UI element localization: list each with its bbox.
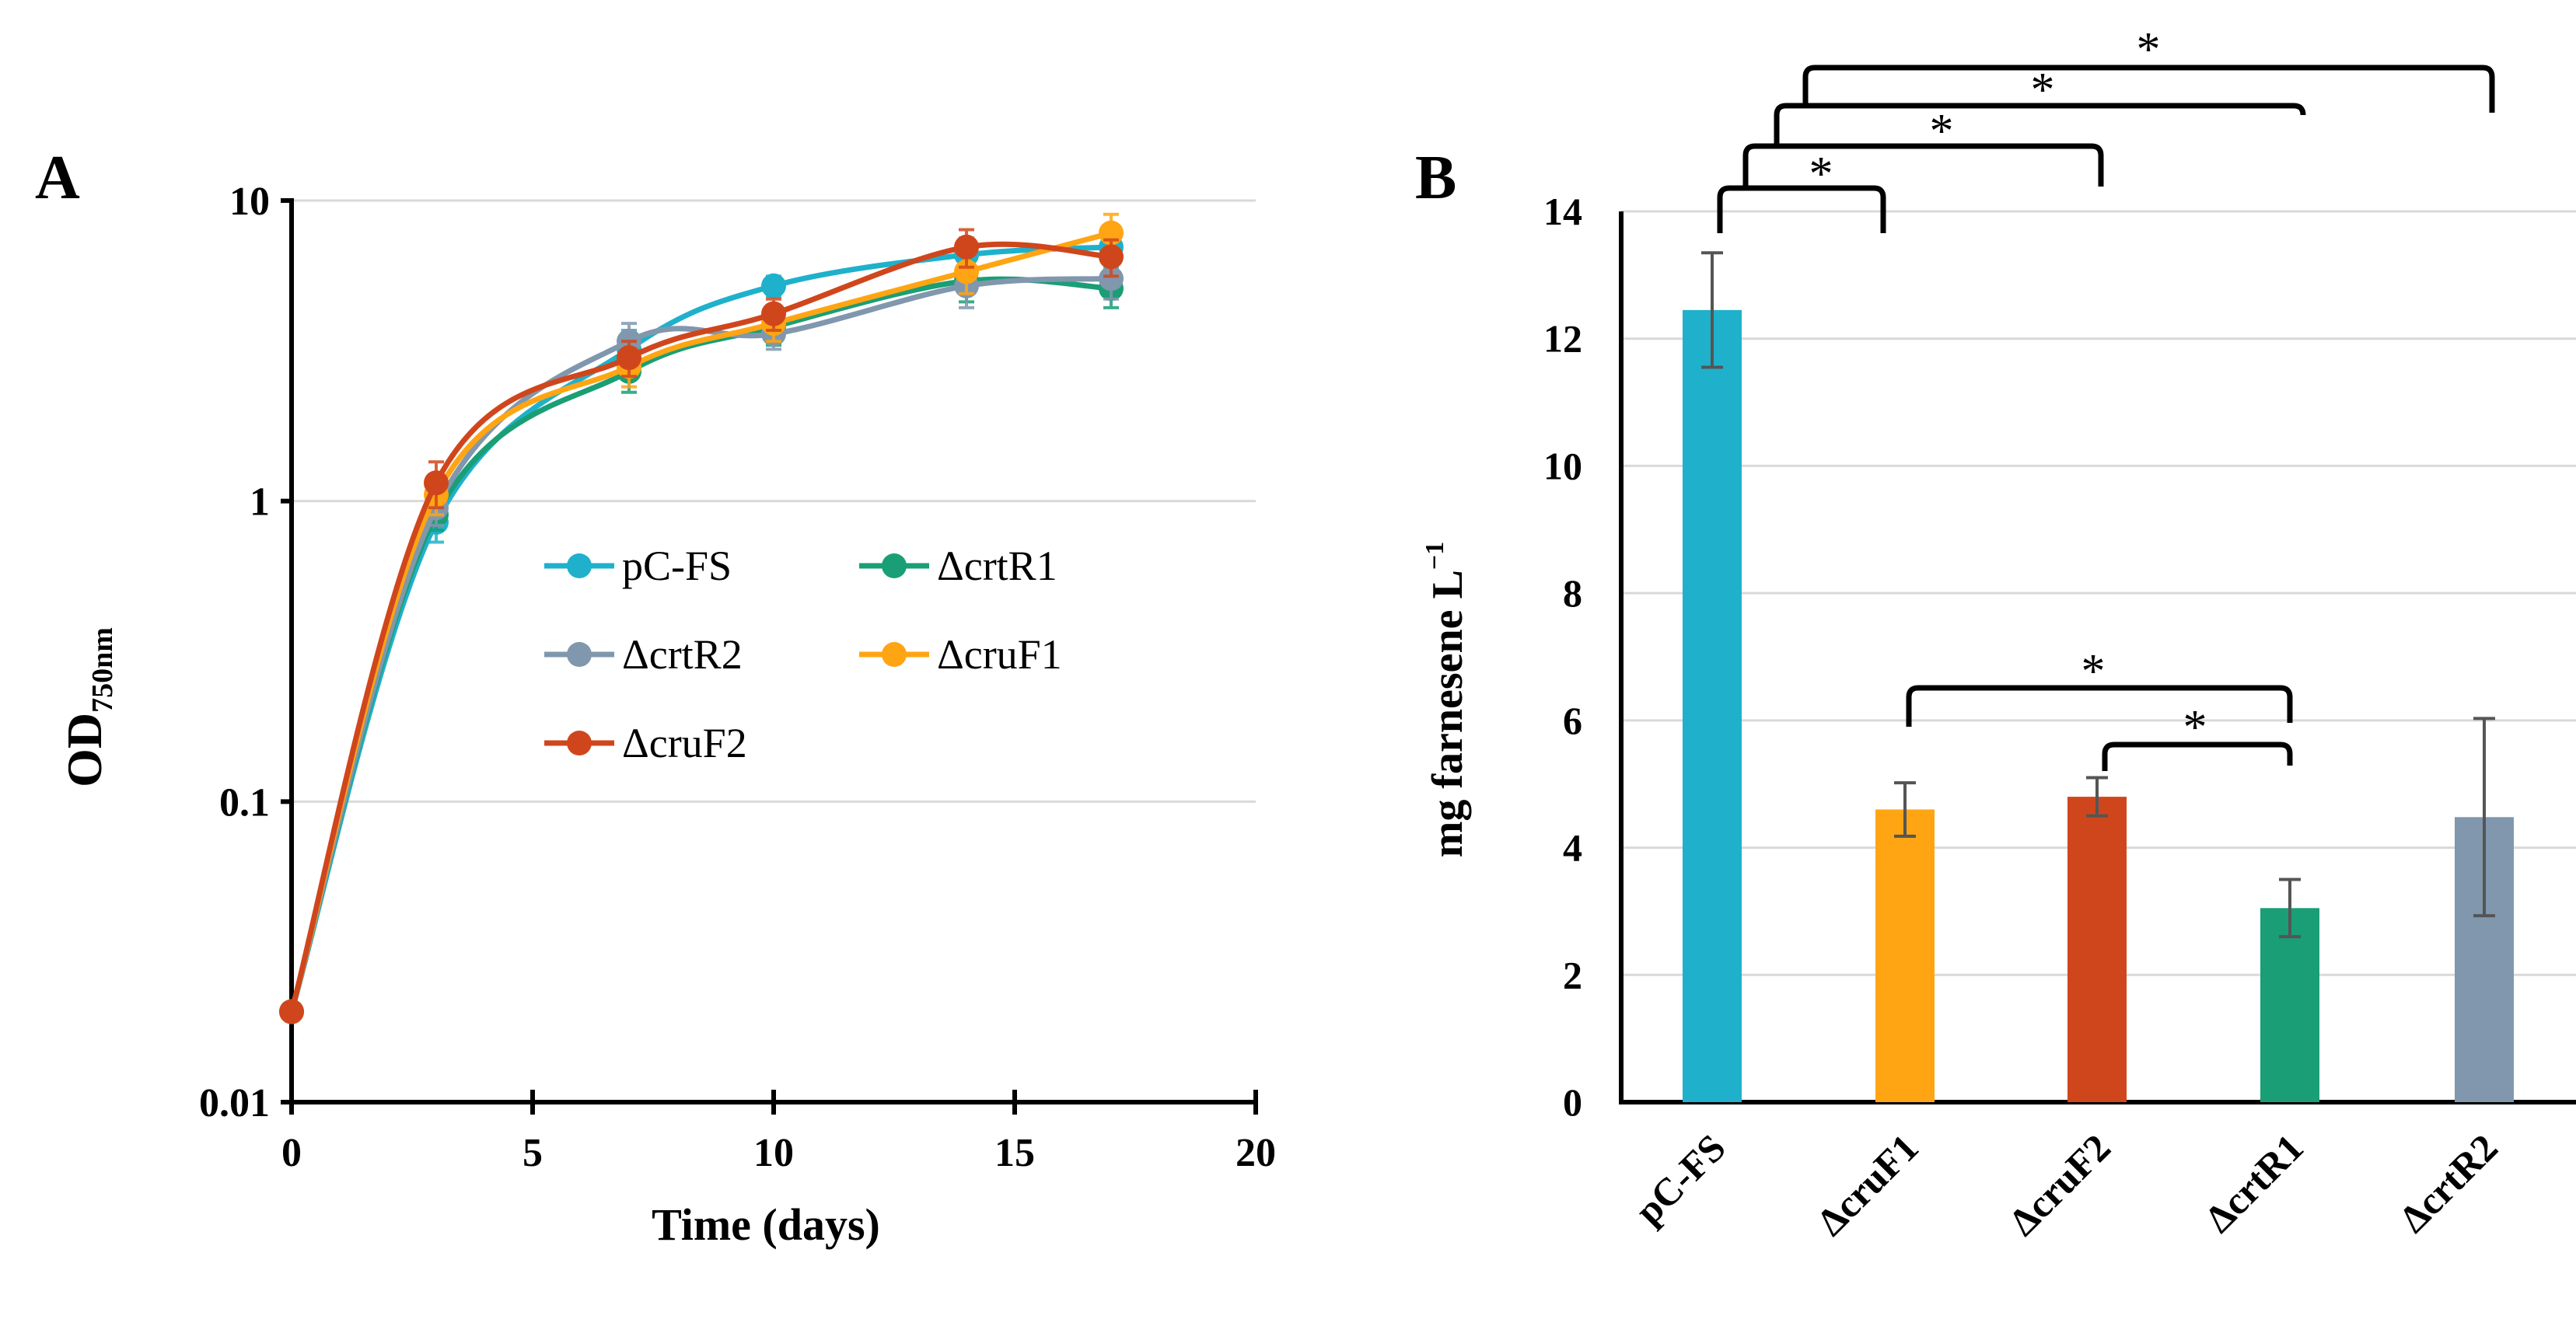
panel-a-y-tick-label: 1	[250, 480, 270, 525]
series-ΔcruF1	[279, 212, 1124, 1024]
panel-b-y-tick-label: 0	[1563, 1080, 1582, 1124]
bar-ΔcruF2	[2067, 797, 2127, 1102]
panel-a-letter: A	[35, 144, 80, 212]
data-point	[279, 999, 304, 1024]
panel-a-x-tick-label: 15	[994, 1131, 1035, 1175]
data-point	[954, 259, 979, 284]
data-point	[424, 470, 449, 496]
bar-pC-FS	[1683, 309, 1742, 1103]
bracket-line	[1802, 65, 2495, 113]
significance-bracket: *	[1774, 64, 2306, 146]
panel-b-category-label: pC-FS	[1627, 1125, 1734, 1233]
panel-a-legend: pC-FS ΔcrtR1 ΔcrtR2 ΔcruF1 ΔcruF2	[544, 543, 1062, 766]
significance-bracket: *	[1717, 148, 1886, 233]
panel-a-x-tick-label: 5	[523, 1131, 543, 1175]
panel-b-category-label: ΔcruF1	[1809, 1125, 1927, 1244]
panel-a-y-tick-label: 0.1	[219, 780, 270, 825]
legend-swatch-marker	[882, 642, 907, 667]
panel-b-category-label: ΔcruF2	[2001, 1125, 2119, 1244]
legend-label: ΔcruF2	[622, 720, 747, 766]
panel-b-y-axis-title-main: mg farnesene L	[1424, 570, 1472, 857]
series-line	[288, 241, 1112, 1013]
legend-label: ΔcrtR1	[937, 543, 1057, 589]
panel-a-x-tick-label: 0	[281, 1131, 302, 1175]
data-point	[1099, 266, 1124, 291]
legend-item-ΔcruF1: ΔcruF1	[859, 631, 1062, 678]
legend-item-ΔcrtR1: ΔcrtR1	[859, 543, 1057, 589]
significance-bracket: *	[1906, 645, 2293, 727]
panel-a-y-tick-label: 0.01	[199, 1081, 270, 1125]
panel-b-ticks: 0 2 4 6 8 10 12 14	[1543, 190, 1582, 1124]
panel-b-y-tick-label: 14	[1543, 190, 1582, 233]
bracket-line	[1742, 143, 2104, 188]
significance-star: *	[1930, 105, 1954, 158]
panel-a-gridlines	[292, 199, 1256, 803]
bracket-line	[1906, 685, 2293, 727]
panel-a-y-tick-label: 10	[229, 180, 270, 224]
legend-label: ΔcruF1	[937, 631, 1062, 678]
panel-b-y-tick-label: 8	[1563, 571, 1582, 615]
panel-a-y-axis-title: OD750nm	[57, 627, 119, 787]
series-line	[288, 244, 1112, 1013]
legend-swatch-marker	[567, 553, 592, 578]
series-line	[288, 230, 1112, 1013]
legend-swatch-marker	[567, 731, 592, 755]
error-bar	[1701, 251, 1723, 369]
error-bar	[2086, 776, 2108, 818]
data-point	[617, 345, 641, 371]
series-ΔcruF2	[279, 228, 1124, 1024]
error-bar	[2279, 878, 2301, 939]
legend-item-ΔcrtR2: ΔcrtR2	[544, 631, 743, 678]
panel-a-x-tick-label: 20	[1236, 1131, 1276, 1175]
panel-a-series	[279, 212, 1124, 1024]
panel-b-bars	[1683, 251, 2514, 1103]
panel-b-y-tick-label: 10	[1543, 444, 1582, 487]
panel-a-x-axis-title: Time (days)	[652, 1199, 880, 1250]
panel-b-y-tick-label: 2	[1563, 953, 1582, 996]
error-bar	[2473, 717, 2495, 918]
panel-a-y-axis-title-main: OD	[57, 713, 112, 787]
legend-swatch-marker	[882, 553, 907, 578]
error-bar	[1894, 781, 1916, 838]
panel-a-y-axis-title-sub: 750nm	[86, 627, 119, 713]
panel-b-y-tick-label: 12	[1543, 317, 1582, 361]
bracket-line	[1717, 185, 1886, 233]
panel-b-category-label: ΔcrtR2	[2391, 1125, 2506, 1241]
panel-b-category-label: ΔcrtR1	[2197, 1125, 2312, 1241]
data-point	[954, 234, 979, 260]
panel-b-letter: B	[1415, 144, 1456, 212]
data-point	[1099, 244, 1124, 270]
significance-bracket: *	[1742, 105, 2104, 188]
significance-star: *	[1809, 148, 1833, 201]
legend-label: pC-FS	[622, 543, 732, 589]
data-point	[761, 273, 786, 298]
significance-bracket: *	[2102, 701, 2293, 771]
legend-label: ΔcrtR2	[622, 631, 743, 678]
significance-star: *	[2031, 64, 2055, 117]
panel-b-significance: * * * * * *	[1717, 23, 2495, 771]
panel-a-ticks: 0.01 0.1 1 10 0 5 10 15 20	[199, 180, 1276, 1175]
significance-star: *	[2137, 23, 2161, 76]
significance-star: *	[2183, 701, 2207, 754]
panel-b-y-tick-label: 6	[1563, 699, 1582, 742]
data-point	[761, 301, 786, 326]
bar-ΔcruF1	[1875, 809, 1935, 1102]
panel-b-y-axis-title-sup: −1	[1421, 542, 1449, 570]
legend-item-ΔcruF2: ΔcruF2	[544, 720, 747, 766]
panel-b-y-axis-title: mg farnesene L−1	[1421, 542, 1472, 858]
significance-star: *	[2081, 645, 2106, 698]
panel-b-category-labels: pC-FS ΔcruF1 ΔcruF2 ΔcrtR1 ΔcrtR2	[1627, 1125, 2506, 1244]
panel-a-x-tick-label: 10	[753, 1131, 794, 1175]
legend-item-pC-FS: pC-FS	[544, 543, 732, 589]
bar-ΔcrtR1	[2260, 908, 2319, 1102]
panel-b-gridlines	[1621, 210, 2576, 976]
panel-b-y-tick-label: 4	[1563, 826, 1582, 870]
legend-swatch-marker	[567, 642, 592, 667]
significance-bracket: *	[1802, 23, 2495, 113]
series-pC-FS	[279, 228, 1124, 1024]
bracket-line	[2102, 742, 2293, 771]
bracket-line	[1774, 103, 2306, 146]
